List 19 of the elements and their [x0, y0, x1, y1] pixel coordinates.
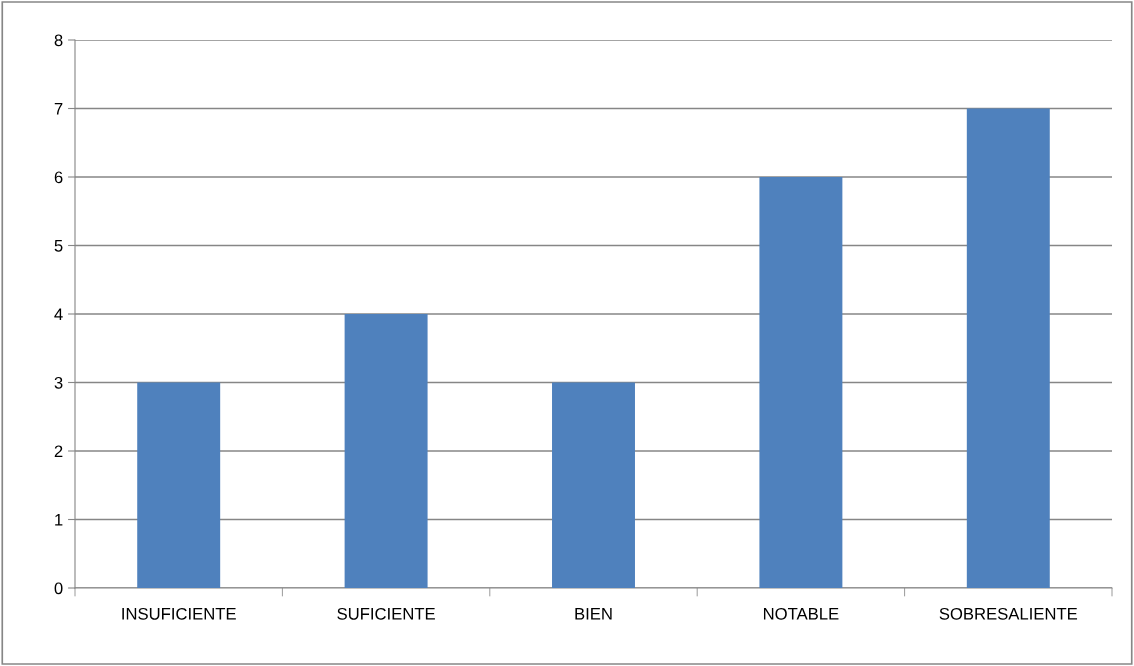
bar: [344, 314, 428, 588]
y-tick-label: 8: [54, 34, 63, 47]
bar: [759, 177, 843, 588]
bar: [552, 382, 635, 588]
y-tick-label: 0: [54, 582, 63, 595]
y-tick-label: 4: [54, 308, 63, 321]
x-tick-label: INSUFICIENTE: [122, 607, 236, 620]
x-tick-label: SUFICIENTE: [337, 607, 435, 620]
y-tick-label: 1: [55, 514, 63, 526]
y-tick-label: 5: [54, 240, 63, 252]
x-tick-label: NOTABLE: [763, 607, 839, 620]
bar: [137, 382, 221, 588]
x-tick-label: SOBRESALIENTE: [939, 607, 1078, 620]
y-tick-label: 2: [54, 445, 63, 458]
y-tick-label: 6: [54, 171, 63, 184]
y-tick-label: 3: [54, 376, 63, 389]
y-tick-label: 7: [54, 103, 63, 115]
bar: [966, 108, 1050, 588]
x-tick-label: BIEN: [575, 608, 612, 620]
